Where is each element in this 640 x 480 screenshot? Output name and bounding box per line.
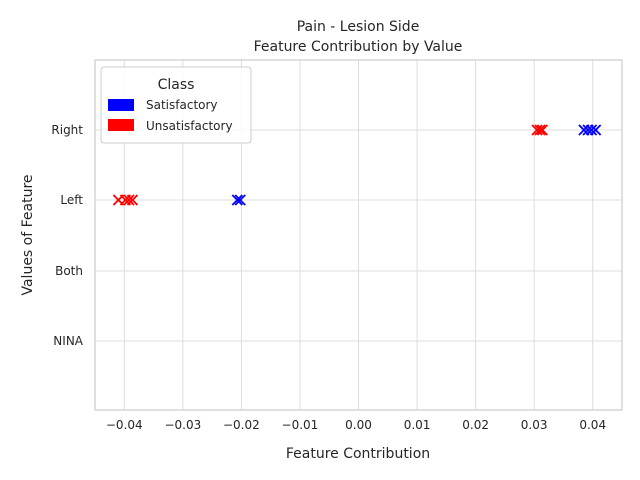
legend-swatch-unsatisfactory: [108, 119, 134, 131]
point-satisfactory: [590, 124, 602, 136]
y-tick-label: Right: [51, 123, 83, 137]
x-tick-label: 0.03: [521, 418, 548, 432]
x-tick-label: 0.02: [462, 418, 489, 432]
x-tick-label: −0.03: [164, 418, 201, 432]
x-tick-label: −0.04: [106, 418, 143, 432]
chart-title-line-2: Feature Contribution by Value: [254, 39, 463, 55]
point-unsatisfactory: [126, 194, 139, 206]
y-axis-label: Values of Feature: [20, 174, 36, 295]
point-satisfactory: [585, 124, 598, 136]
point-satisfactory: [234, 194, 246, 206]
legend-title: Class: [158, 77, 195, 93]
chart-title-line-1: Pain - Lesion Side: [297, 19, 420, 35]
legend-swatch-satisfactory: [108, 99, 134, 111]
y-tick-label: Left: [60, 193, 83, 207]
point-unsatisfactory: [536, 124, 549, 136]
legend-frame: [100, 66, 252, 144]
x-tick-label: 0.01: [404, 418, 431, 432]
data-points: [112, 124, 602, 206]
x-tick-label: 0.00: [345, 418, 372, 432]
x-axis-ticks: −0.04 −0.03 −0.02 −0.01 0.00 0.01 0.02 0.03 0.04: [106, 418, 606, 432]
legend: Class Satisfactory Unsatisfactory: [100, 66, 252, 144]
plot-area-frame: [94, 59, 623, 411]
x-tick-label: −0.02: [223, 418, 260, 432]
x-tick-label: −0.01: [282, 418, 319, 432]
y-tick-label: NINA: [53, 334, 83, 348]
x-tick-label: 0.04: [579, 418, 606, 432]
point-unsatisfactory: [123, 194, 135, 206]
point-unsatisfactory: [531, 124, 543, 136]
legend-label-satisfactory: Satisfactory: [146, 98, 218, 112]
legend-label-unsatisfactory: Unsatisfactory: [146, 119, 233, 133]
x-axis-label: Feature Contribution: [286, 446, 430, 462]
y-axis-ticks: Right Left Both NINA: [51, 123, 83, 348]
point-unsatisfactory: [534, 124, 546, 136]
y-tick-label: Both: [55, 264, 83, 278]
point-satisfactory: [231, 194, 243, 206]
